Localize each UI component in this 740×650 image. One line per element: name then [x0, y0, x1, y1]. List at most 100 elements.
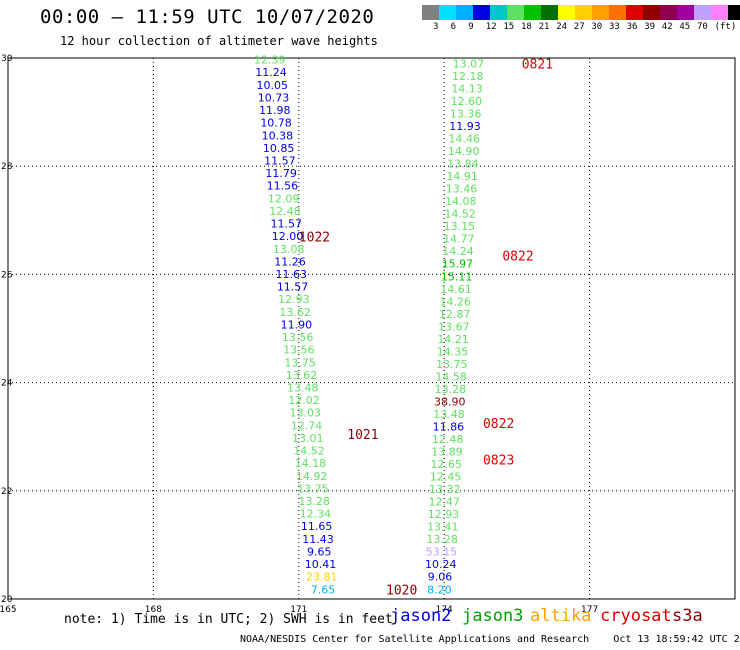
wave-height-value: 13.56 — [283, 344, 315, 357]
wave-height-value: 11.56 — [267, 180, 299, 193]
pass-time-label: 1020 — [386, 583, 417, 598]
wave-height-value: 13.36 — [450, 107, 482, 120]
legend-label: 15 — [503, 22, 515, 32]
wave-height-value: 12.02 — [288, 394, 320, 407]
y-tick-label: 26 — [1, 270, 13, 280]
wave-height-value: 12.60 — [451, 95, 483, 108]
wave-height-value: 11.90 — [281, 318, 313, 331]
legend-label: 36 — [626, 22, 638, 32]
pass-time-label: 0823 — [483, 453, 514, 468]
wave-height-value: 14.46 — [449, 133, 481, 146]
wave-height-value: 14.90 — [448, 145, 480, 158]
wave-height-value: 13.56 — [282, 331, 314, 344]
legend-swatch — [507, 5, 524, 20]
y-tick-label: 30 — [1, 54, 13, 64]
legend-label: 30 — [591, 22, 603, 32]
legend-label: 3 — [433, 22, 439, 32]
wave-height-value: 13.84 — [447, 158, 479, 171]
wave-height-value: 13.07 — [453, 57, 485, 70]
wave-height-value: 14.77 — [443, 233, 475, 246]
wave-height-value: 14.91 — [446, 170, 478, 183]
satellite-name-altika: altika — [530, 606, 592, 626]
wave-height-value: 11.26 — [274, 255, 306, 268]
wave-height-value: 13.15 — [444, 220, 476, 233]
legend-swatch — [490, 5, 507, 20]
x-tick-label: 168 — [145, 605, 162, 615]
wave-height-value: 12.47 — [428, 496, 460, 509]
legend-label: 12 — [485, 22, 497, 32]
wave-height-value: 14.52 — [293, 445, 325, 458]
legend-swatch — [626, 5, 643, 20]
wave-height-value: 12.34 — [300, 508, 332, 521]
wave-height-value: 13.08 — [273, 243, 305, 256]
wave-height-value: 12.00 — [272, 230, 304, 243]
wave-height-value: 11.43 — [302, 533, 334, 546]
wave-height-value: 10.41 — [305, 558, 337, 571]
legend-label: 27 — [573, 22, 585, 32]
wave-height-value: 15.97 — [442, 258, 474, 271]
wave-height-value: 14.58 — [435, 370, 467, 383]
wave-height-value: 10.78 — [260, 117, 292, 130]
y-tick-label: 20 — [1, 595, 13, 605]
x-tick-label: 171 — [290, 605, 307, 615]
wave-height-value: 11.65 — [301, 520, 333, 533]
satellite-name-s3a: s3a — [672, 606, 703, 626]
wave-height-value: 11.86 — [433, 420, 465, 433]
map-frame — [7, 57, 736, 600]
y-tick-label: 24 — [1, 379, 13, 389]
wave-height-value: 12.65 — [431, 458, 463, 471]
wave-height-value: 14.35 — [437, 345, 469, 358]
legend-swatch — [524, 5, 541, 20]
legend-label: 45 — [679, 22, 691, 32]
wave-height-value: 11.24 — [255, 66, 287, 79]
wave-height-value: 13.32 — [429, 483, 461, 496]
legend-swatch — [677, 5, 694, 20]
legend-label: 21 — [538, 22, 550, 32]
page-title: 00:00 – 11:59 UTC 10/07/2020 — [40, 6, 375, 28]
wave-height-value: 13.62 — [279, 306, 311, 319]
credit-text: NOAA/NESDIS Center for Satellite Applica… — [240, 634, 590, 645]
wave-height-value: 10.24 — [425, 558, 457, 571]
wave-height-value: 13.46 — [446, 183, 478, 196]
wave-height-value: 13.28 — [298, 495, 330, 508]
wave-height-value: 14.52 — [444, 208, 476, 221]
wave-height-value: 12.48 — [432, 433, 464, 446]
pass-time-label: 0822 — [483, 417, 514, 432]
wave-height-value: 8.20 — [427, 583, 452, 596]
wave-height-value: 13.75 — [436, 358, 468, 371]
credit-line: NOAA/NESDIS Center for Satellite Applica… — [240, 634, 740, 645]
wave-height-value: 13.89 — [431, 446, 463, 459]
x-tick-label: 174 — [436, 605, 453, 615]
wave-height-value: 14.24 — [442, 245, 474, 258]
pass-time-label: 0822 — [502, 249, 533, 264]
x-tick-label: 177 — [581, 605, 598, 615]
legend-label: 18 — [521, 22, 532, 32]
wave-height-value: 13.48 — [433, 408, 465, 421]
wave-height-value: 23.81 — [306, 571, 338, 584]
wave-height-value: 14.92 — [296, 470, 328, 483]
wave-height-value: 13.01 — [292, 432, 324, 445]
wave-height-value: 13.67 — [438, 320, 470, 333]
wave-height-value: 10.05 — [257, 79, 289, 92]
wave-height-value: 9.65 — [307, 545, 332, 558]
legend-label: 33 — [609, 22, 620, 32]
legend-swatch — [439, 5, 456, 20]
wave-height-value: 14.26 — [440, 295, 472, 308]
legend-label: 39 — [644, 22, 656, 32]
pass-time-label: 0821 — [522, 57, 553, 72]
wave-height-value: 15.11 — [441, 270, 473, 283]
wave-height-value: 13.28 — [435, 383, 467, 396]
legend-swatch — [609, 5, 626, 20]
wave-height-value: 11.57 — [264, 155, 296, 168]
satellite-name-cryosat: cryosat — [600, 606, 672, 626]
legend-swatch — [541, 5, 558, 20]
legend-swatch — [592, 5, 609, 20]
legend-label: 24 — [556, 22, 568, 32]
wave-height-value: 12.45 — [430, 471, 462, 484]
legend-label: 9 — [468, 22, 474, 32]
wave-height-value: 12.74 — [291, 419, 323, 432]
wave-height-value: 14.61 — [440, 283, 472, 296]
legend-swatch — [422, 5, 439, 20]
wave-height-value: 9.06 — [428, 571, 453, 584]
